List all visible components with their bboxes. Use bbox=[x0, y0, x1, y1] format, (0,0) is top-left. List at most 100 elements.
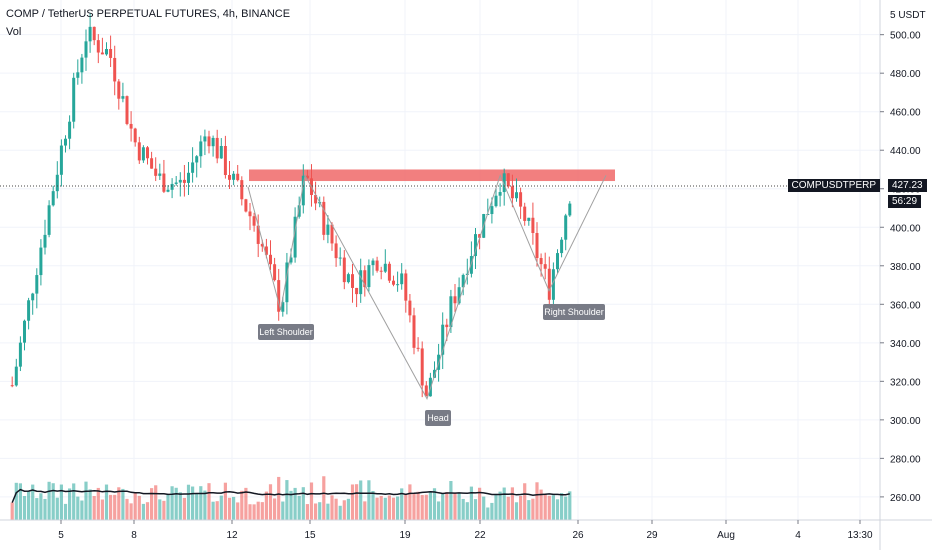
volume-bar bbox=[203, 490, 207, 520]
candle-body bbox=[506, 173, 510, 187]
candle-body bbox=[228, 175, 231, 180]
candle-body bbox=[445, 324, 449, 328]
volume-bar bbox=[219, 495, 223, 520]
volume-bar bbox=[207, 483, 211, 520]
volume-bar bbox=[408, 484, 412, 520]
candle-body bbox=[527, 217, 531, 221]
candle-body bbox=[236, 173, 240, 181]
volume-bar bbox=[465, 502, 469, 520]
volume-bar bbox=[84, 481, 88, 520]
candle-body bbox=[146, 147, 149, 159]
price-axis[interactable]: 500.00480.00460.00440.00420.00400.00380.… bbox=[880, 31, 921, 504]
volume-bar bbox=[244, 487, 248, 520]
volume-bar bbox=[260, 502, 264, 520]
candle-body bbox=[64, 138, 67, 146]
candle-body bbox=[55, 174, 59, 192]
head-shoulders-pattern-line[interactable] bbox=[247, 173, 607, 400]
volume-bar bbox=[514, 502, 519, 520]
volume-bar bbox=[43, 498, 47, 520]
candle-body bbox=[556, 253, 559, 270]
candle-body bbox=[355, 287, 359, 295]
volume-bar bbox=[145, 502, 150, 520]
volume-bars bbox=[10, 476, 572, 520]
head-label[interactable]: Head bbox=[425, 410, 451, 426]
last-price-tag: 427.23 bbox=[888, 179, 927, 192]
candle-body bbox=[47, 205, 51, 235]
candle-body bbox=[195, 156, 199, 163]
chart-title: COMP / TetherUS PERPETUAL FUTURES, 4h, B… bbox=[6, 8, 291, 20]
volume-bar bbox=[309, 482, 314, 520]
volume-bar bbox=[88, 489, 92, 520]
candle-body bbox=[154, 168, 158, 176]
candle-body bbox=[105, 49, 108, 55]
volume-bar bbox=[72, 483, 76, 520]
volume-bar bbox=[420, 495, 424, 520]
candle-body bbox=[474, 234, 477, 257]
price-tick-label: 260.00 bbox=[890, 493, 921, 504]
price-tick-label: 460.00 bbox=[890, 108, 921, 119]
volume-bar bbox=[137, 495, 141, 520]
candle-body bbox=[392, 280, 395, 285]
candle-body bbox=[457, 287, 461, 304]
price-tick-label: 480.00 bbox=[890, 69, 921, 80]
candle-body bbox=[281, 302, 285, 312]
candle-body bbox=[92, 26, 96, 41]
volume-bar bbox=[305, 504, 309, 520]
candle-body bbox=[166, 189, 170, 192]
volume-bar bbox=[121, 488, 125, 520]
volume-bar bbox=[293, 487, 297, 520]
volume-bar bbox=[461, 498, 465, 520]
candle-body bbox=[244, 199, 248, 212]
volume-bar bbox=[482, 496, 486, 520]
candle-body bbox=[137, 142, 141, 161]
right-shoulder-text: Right Shoulder bbox=[544, 307, 604, 317]
candle-body bbox=[494, 195, 498, 207]
time-tick-label: 22 bbox=[474, 530, 486, 541]
candle-body bbox=[35, 275, 39, 294]
candle-body bbox=[515, 192, 518, 199]
left-shoulder-label[interactable]: Left Shoulder bbox=[258, 324, 314, 340]
candle-body bbox=[133, 128, 137, 143]
volume-bar bbox=[498, 491, 502, 520]
volume-bar bbox=[104, 484, 109, 520]
volume-bar bbox=[490, 502, 494, 520]
candle-body bbox=[174, 182, 178, 184]
candle-body bbox=[387, 263, 391, 281]
volume-bar bbox=[547, 495, 551, 520]
resistance-zone[interactable] bbox=[249, 169, 615, 182]
time-axis[interactable]: 5 8 12 15 19 22 26 29 Aug 4 13:30 bbox=[58, 520, 873, 541]
candle-body bbox=[400, 273, 404, 285]
volume-bar bbox=[535, 482, 539, 520]
time-tick-label: 15 bbox=[304, 530, 316, 541]
volume-bar bbox=[281, 501, 285, 520]
axis-unit-label[interactable]: 5 USDT bbox=[890, 10, 926, 21]
candle-body bbox=[162, 173, 166, 192]
candle-body bbox=[211, 137, 215, 147]
volume-bar bbox=[227, 497, 232, 520]
volume-bar bbox=[314, 503, 318, 520]
candle-body bbox=[301, 175, 305, 206]
volume-bar bbox=[391, 497, 396, 520]
volume-bar bbox=[18, 483, 22, 520]
time-tick-label: Aug bbox=[717, 530, 735, 541]
candle-body bbox=[363, 270, 367, 288]
right-shoulder-label[interactable]: Right Shoulder bbox=[543, 304, 605, 320]
candle-body bbox=[43, 234, 47, 248]
candle-body bbox=[351, 274, 354, 288]
plot-area[interactable] bbox=[0, 0, 880, 520]
volume-bar bbox=[109, 494, 113, 520]
volume-indicator-label[interactable]: Vol bbox=[6, 26, 22, 38]
volume-bar bbox=[10, 502, 14, 520]
candle-body bbox=[158, 173, 162, 176]
candle-body bbox=[39, 247, 43, 276]
volume-bar bbox=[486, 507, 490, 520]
candle-body bbox=[141, 147, 145, 161]
time-tick-label: 26 bbox=[572, 530, 584, 541]
volume-bar bbox=[264, 491, 268, 520]
volume-bar bbox=[355, 484, 359, 520]
volume-bar bbox=[334, 498, 338, 520]
time-tick-label: 13:30 bbox=[847, 530, 872, 541]
candle-body bbox=[293, 216, 297, 258]
volume-bar bbox=[350, 484, 355, 520]
